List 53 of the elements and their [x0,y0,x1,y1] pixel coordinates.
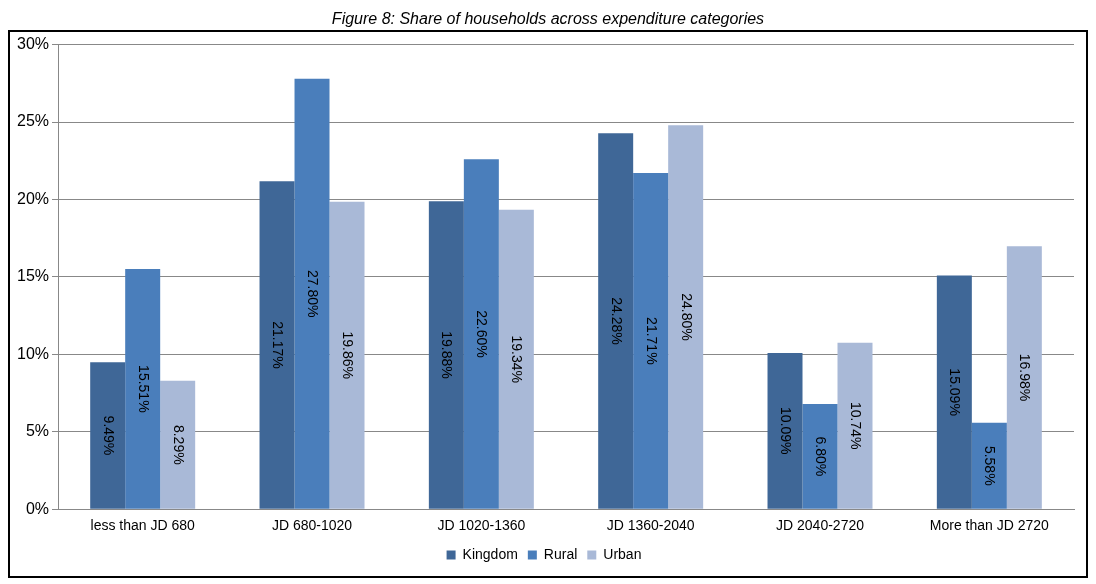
legend-label: Kingdom [462,545,518,562]
bar [329,201,365,509]
data-label: 6.80% [813,436,830,477]
data-label: 8.29% [170,424,187,465]
data-label: 19.86% [340,331,357,379]
data-label: 22.60% [474,310,491,358]
data-label: 24.80% [678,293,695,341]
data-label: 15.09% [947,368,964,416]
bar [802,403,838,509]
x-tick-label: JD 1360-2040 [606,517,695,534]
bar [598,133,634,509]
y-tick-label: 0% [25,499,50,517]
bar [160,380,196,509]
bar [498,209,534,509]
bar [837,342,873,509]
legend-label: Urban [603,545,642,562]
bar [259,181,295,509]
bar [971,422,1007,509]
y-tick-label: 25% [16,112,50,130]
x-tick-label: JD 1020-1360 [437,517,526,534]
y-tick-label: 20% [16,189,50,207]
data-label: 21.71% [643,317,660,365]
data-label: 24.28% [608,297,625,345]
data-label: 15.51% [135,365,152,413]
bar [1006,246,1042,509]
bar [767,352,803,509]
data-label: 10.09% [778,407,795,455]
data-label: 27.80% [305,269,322,318]
data-label: 5.58% [982,445,999,486]
legend-label: Rural [543,545,578,562]
y-tick-label: 15% [16,267,50,285]
data-label: 16.98% [1017,353,1034,402]
x-tick-label: More than JD 2720 [929,517,1050,534]
bar [936,275,972,509]
data-label: 19.34% [509,335,526,383]
bar [90,362,126,509]
data-label: 10.74% [848,402,865,450]
data-label: 9.49% [100,415,117,456]
bar [125,269,161,509]
data-label: 19.88% [439,331,456,379]
bar [294,78,330,509]
y-tick-label: 5% [25,422,50,440]
y-tick-label: 30% [16,35,50,53]
bar [668,125,704,509]
bar [428,201,464,509]
x-tick-label: JD 680-1020 [271,517,353,534]
bar [463,159,499,509]
chart-title: Figure 8: Share of households across expenditure categories [330,9,766,29]
data-label: 21.17% [270,321,287,369]
x-tick-label: less than JD 680 [90,517,196,534]
y-tick-label: 10% [16,344,50,362]
bar [633,172,669,509]
x-tick-label: JD 2040-2720 [776,517,865,534]
